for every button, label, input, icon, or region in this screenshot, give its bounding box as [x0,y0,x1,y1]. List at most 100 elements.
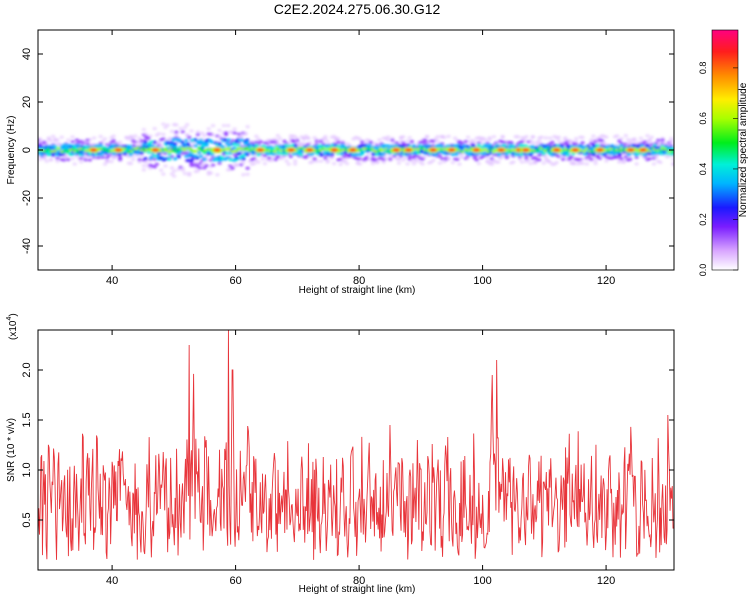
spectrogram-mid-cell [660,138,665,142]
spectrogram-halo-cell [591,134,596,138]
spectrogram-mid-cell [392,154,397,158]
spectrogram-core-cell [291,152,296,156]
spectrogram-core-cell [206,152,211,156]
spectrogram-mid-cell [85,142,90,146]
spectrogram-mid-cell [154,162,160,166]
spectrogram-halo-cell [347,143,352,147]
spectrogram-halo-cell [619,137,624,141]
snr-frame [37,329,675,571]
spectrogram-halo-cell [182,171,188,176]
spectrogram-halo-cell [141,127,147,132]
spectrogram-core-cell [380,153,385,157]
spectrogram-ytick-label: -20 [21,190,33,206]
spectrogram-halo-cell [357,137,363,141]
spectrogram-halo-cell [530,141,536,145]
spectrogram-halo-cell [649,135,654,139]
spectrogram-core-cell [636,144,641,148]
spectrogram-mid-cell [569,155,575,159]
spectrogram-halo-cell [450,161,456,165]
spectrogram-peak-core [449,148,455,152]
spectrogram-mid-cell [180,130,185,134]
spectrogram-halo-cell [366,157,371,161]
spectrogram-halo-cell [169,129,175,133]
spectrogram-core-cell [80,153,85,157]
spectrogram-mid-cell [312,157,317,161]
spectrogram-core-cell [195,156,200,160]
spectrogram-halo-cell [217,128,222,133]
spectrogram-halo-cell [541,161,546,165]
spectrogram-core-cell [565,153,570,157]
spectrogram-mid-cell [230,166,235,170]
spectrogram-mid-cell [617,139,622,143]
spectrogram-center-cell [617,149,622,153]
spectrogram-xtick-label: 100 [473,275,491,287]
spectrogram-halo-cell [530,135,536,139]
spectrogram-halo-cell [459,155,464,160]
snr-series-line [38,330,674,560]
spectrogram-halo-cell [573,140,579,144]
spectrogram-peak-core [307,148,313,152]
spectrogram-core-cell [197,151,202,155]
spectrogram-halo-cell [405,139,410,143]
spectrogram-core-cell [343,150,348,155]
spectrogram-halo-cell [617,160,622,164]
spectrogram-mid-cell [197,161,203,165]
spectrogram-mid-cell [217,161,222,165]
spectrogram-halo-cell [156,141,162,145]
spectrogram-core-cell [152,154,157,158]
spectrogram-halo-cell [621,159,626,163]
spectrogram-mid-cell [232,131,237,135]
spectrogram-core-cell [528,152,533,157]
spectrogram-mid-cell [619,141,624,145]
spectrogram-band [38,122,674,178]
spectrogram-halo-cell [407,136,412,140]
spectrogram-halo-cell [401,158,406,162]
spectrogram-halo-cell [102,162,108,166]
spectrogram-halo-cell [163,125,168,129]
spectrogram-core-cell [400,144,405,148]
spectrogram-core-cell [445,144,450,148]
spectrogram-mid-cell [656,138,661,142]
spectrogram-halo-cell [133,134,138,138]
spectrogram-peak-core [115,148,121,152]
spectrogram-mid-cell [599,139,605,143]
spectrogram-mid-cell [340,141,345,145]
spectrogram-mid-cell [619,157,624,161]
spectrogram-halo-cell [528,161,533,166]
spectrogram-mid-cell [202,166,207,170]
spectrogram-core-cell [662,151,667,156]
spectrogram-core-cell [571,152,576,156]
spectrogram-halo-cell [604,159,609,163]
spectrogram-halo-cell [483,138,488,142]
spectrogram-xlabel: Height of straight line (km) [299,285,416,296]
spectrogram-halo-cell [245,172,250,176]
spectrogram-ytick-label: 0 [21,147,33,153]
spectrogram-halo-cell [117,140,123,144]
spectrogram-halo-cell [344,162,350,166]
spectrogram-core-cell [586,144,591,148]
spectrogram-mid-cell [187,135,192,139]
spectrogram-peak-core [554,148,560,152]
spectrogram-panel: 40 60 80 100 120 40 20 0 -20 -40 Height of straig… [6,29,675,296]
spectrogram-core-cell [339,152,344,156]
spectrogram-mid-cell [290,139,296,143]
spectrogram-core-cell [595,143,600,147]
spectrogram-halo-cell [331,162,337,166]
spectrogram-core-cell [193,144,198,148]
spectrogram-mid-cell [100,155,106,159]
spectrogram-peak-core [473,148,479,152]
spectrogram-halo-cell [301,136,307,141]
spectrogram-core-cell [639,143,644,148]
spectrogram-halo-cell [232,127,237,131]
spectrogram-halo-cell [405,162,410,166]
spectrogram-mid-cell [550,140,555,144]
spectrogram-mid-cell [437,154,443,158]
spectrogram-core-cell [128,144,133,149]
spectrogram-center-cell [234,149,239,153]
spectrogram-halo-cell [217,134,222,139]
spectrogram-halo-cell [156,132,162,136]
spectrogram-halo-cell [645,141,650,145]
spectrogram-mid-cell [70,140,75,144]
spectrogram-halo-cell [50,134,56,138]
spectrogram-mid-cell [189,161,194,165]
